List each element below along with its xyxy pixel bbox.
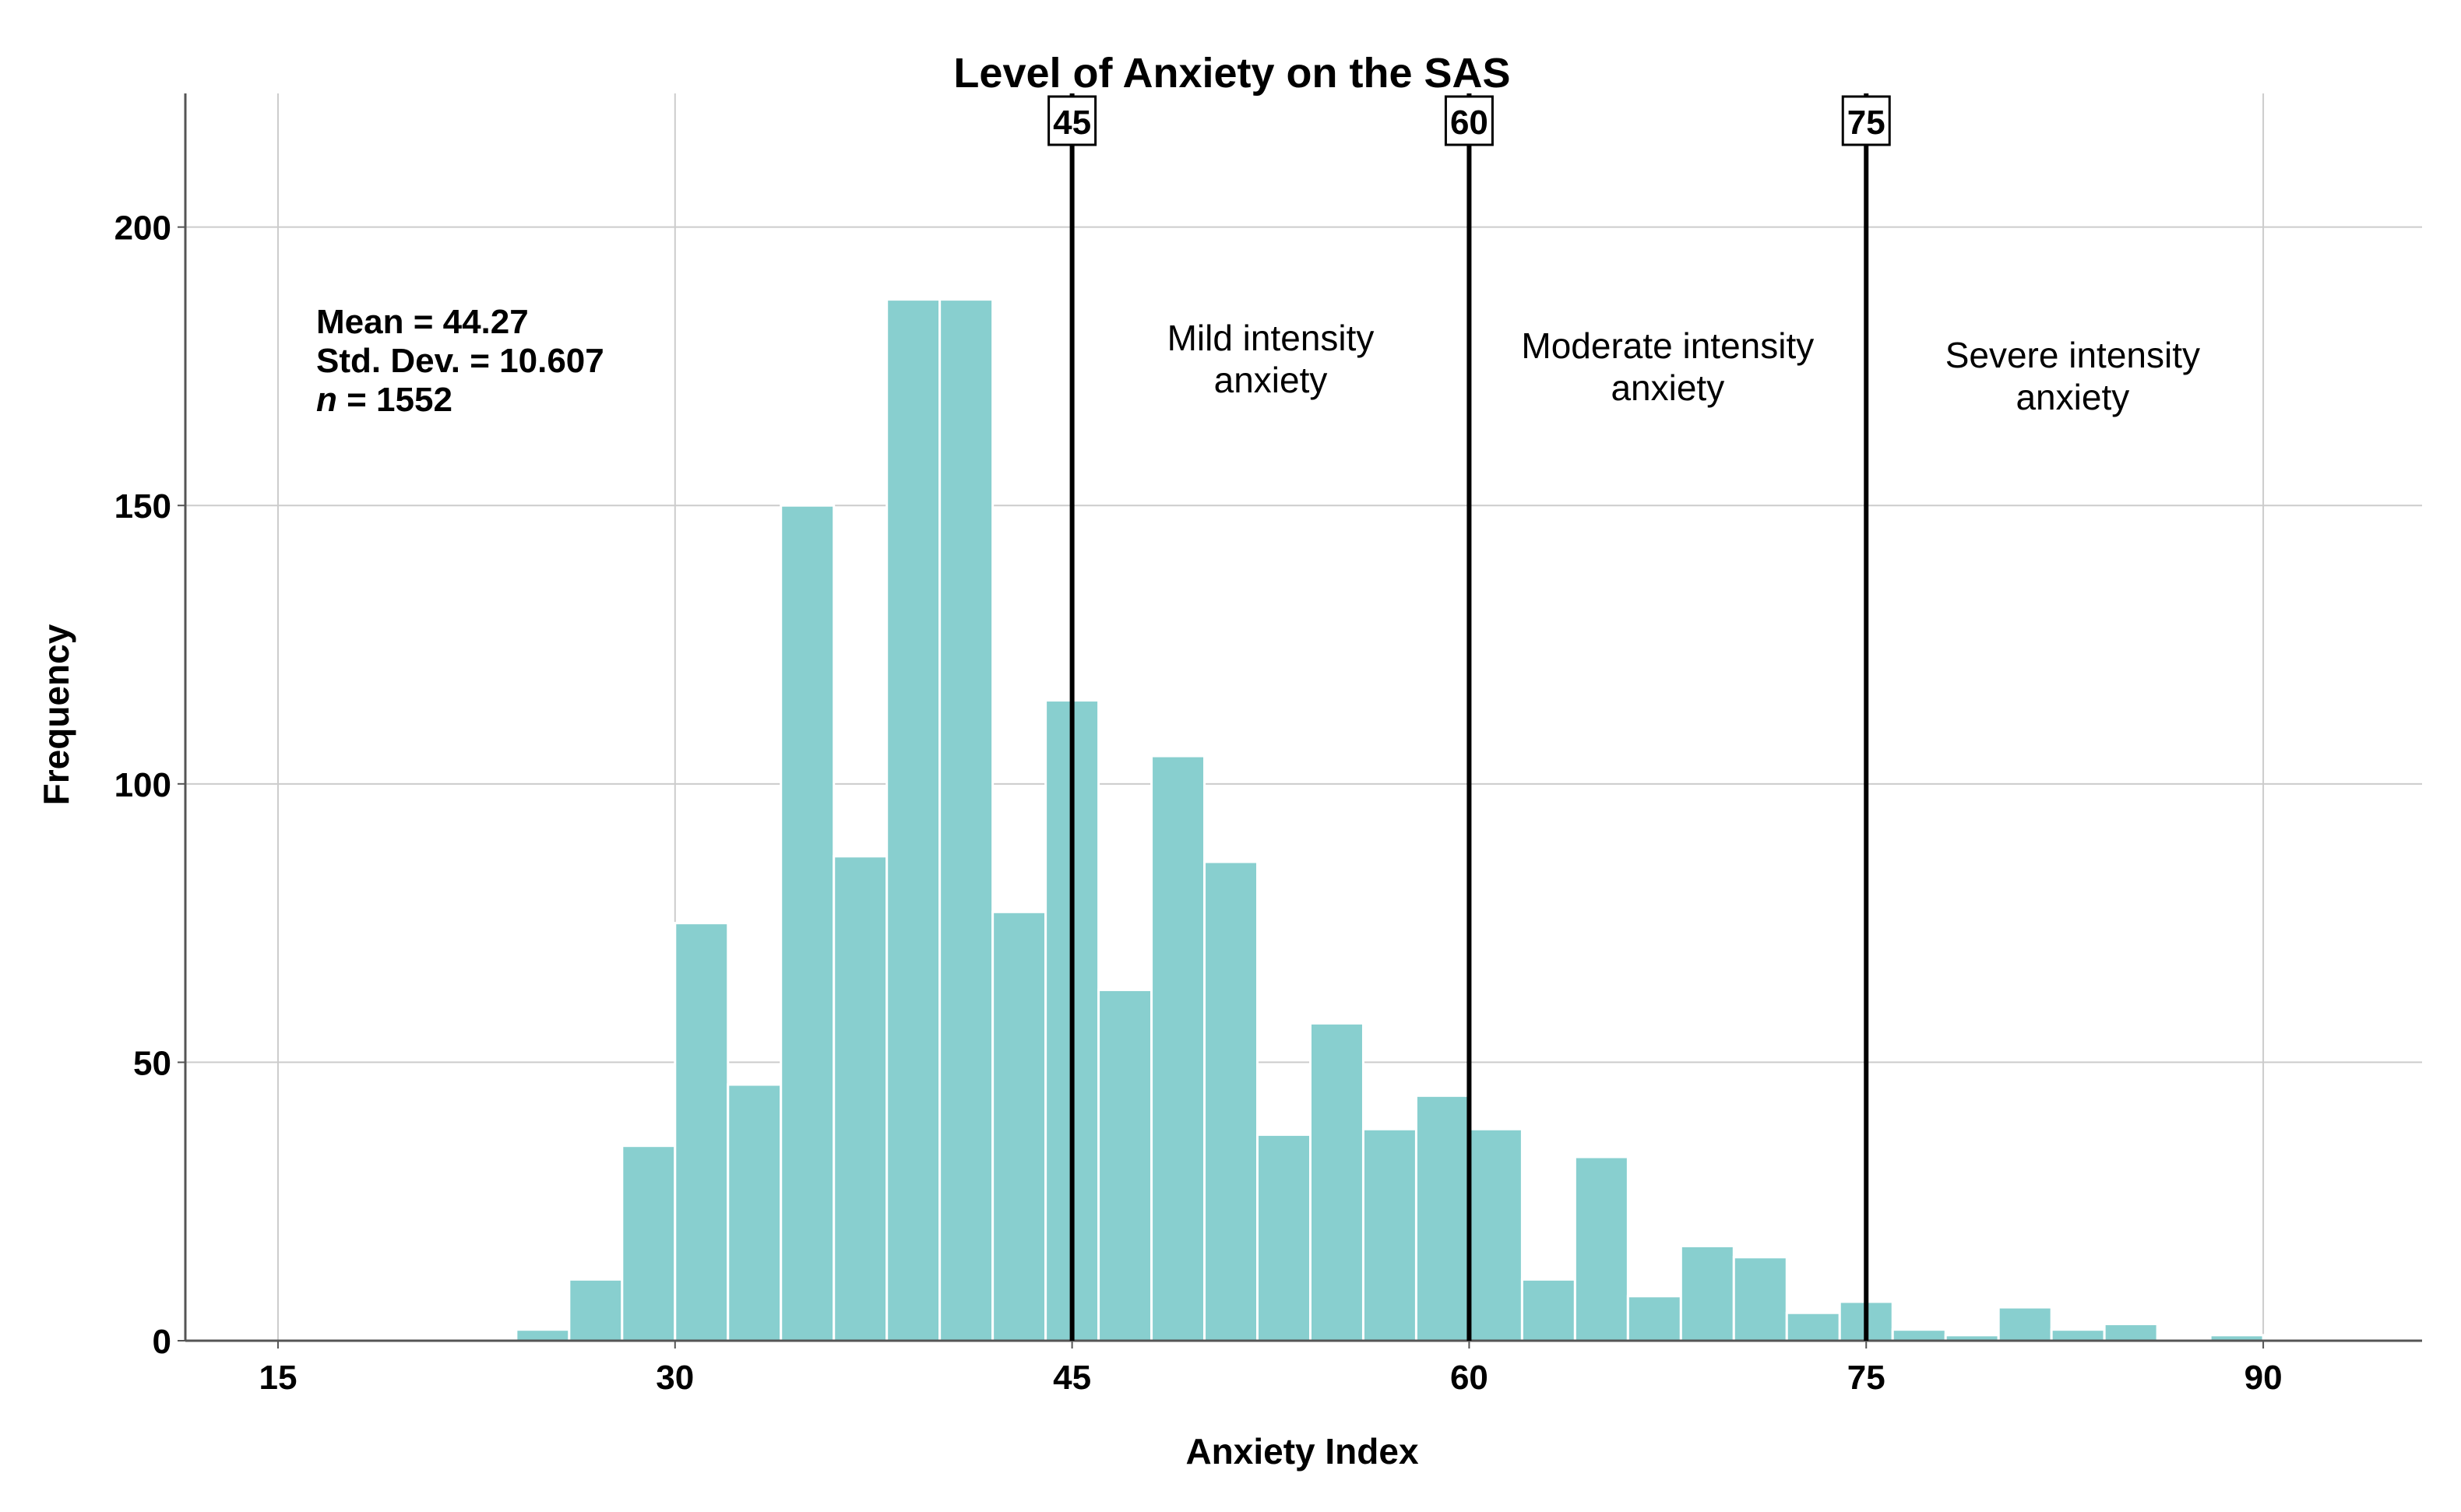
x-tick-label: 30 bbox=[656, 1359, 694, 1397]
histogram-bar bbox=[938, 298, 995, 1342]
y-tick-label: 50 bbox=[133, 1044, 171, 1082]
histogram-bar bbox=[1097, 988, 1153, 1342]
histogram-bar bbox=[1785, 1311, 1841, 1342]
histogram-bar bbox=[1308, 1021, 1364, 1342]
y-tick-label: 200 bbox=[114, 209, 171, 248]
zone-label-line2: anxiety bbox=[2016, 377, 2129, 417]
y-tick-label: 0 bbox=[153, 1323, 171, 1361]
zone-label-line2: anxiety bbox=[1214, 360, 1328, 400]
reference-label-box bbox=[1841, 95, 1891, 146]
x-axis-label: Anxiety Index bbox=[1185, 1431, 1419, 1472]
y-tick-label: 100 bbox=[114, 766, 171, 804]
stat-sd: Std. Dev. = 10.607 bbox=[316, 342, 604, 380]
stat-mean: Mean = 44.27 bbox=[316, 303, 529, 341]
zone-label-line1: Mild intensity bbox=[1167, 318, 1375, 358]
reference-label-box bbox=[1444, 95, 1494, 146]
histogram-bar bbox=[1679, 1244, 1735, 1342]
histogram-bar bbox=[1414, 1094, 1470, 1342]
tick-labels: 15 30 45 60 75 90 0 50 100 150 200 bbox=[114, 209, 2283, 1397]
histogram-bar bbox=[1626, 1295, 1682, 1342]
histogram-bar bbox=[991, 910, 1047, 1342]
histogram-bar bbox=[1997, 1306, 2053, 1342]
histogram-bar bbox=[515, 1328, 571, 1342]
zone-label-line1: Severe intensity bbox=[1945, 335, 2200, 375]
histogram-bar bbox=[1573, 1155, 1629, 1342]
histogram-bar bbox=[1520, 1278, 1576, 1342]
histogram-bar bbox=[833, 855, 889, 1342]
reference-label-box bbox=[1047, 95, 1097, 146]
stat-n-symbol: n bbox=[316, 381, 337, 419]
reference-label: 60 bbox=[1450, 104, 1488, 142]
histogram-bar bbox=[674, 922, 730, 1342]
histogram-bar bbox=[2050, 1328, 2106, 1342]
reference-label: 45 bbox=[1053, 104, 1091, 142]
reference-label: 75 bbox=[1847, 104, 1885, 142]
histogram-bar bbox=[780, 504, 836, 1342]
y-tick-label: 150 bbox=[114, 487, 171, 526]
histogram-bar bbox=[1467, 1127, 1523, 1342]
histogram-bar bbox=[568, 1278, 624, 1342]
histogram-bar bbox=[1361, 1127, 1417, 1342]
histogram-bar bbox=[885, 298, 942, 1342]
histogram-bar bbox=[1150, 754, 1206, 1342]
y-axis-label: Frequency bbox=[36, 624, 76, 805]
stat-n-value: = 1552 bbox=[337, 381, 452, 419]
histogram-bar bbox=[727, 1083, 783, 1342]
x-tick-label: 60 bbox=[1450, 1359, 1488, 1397]
histogram-bar bbox=[1732, 1256, 1788, 1342]
zone-label-line2: anxiety bbox=[1611, 367, 1724, 408]
reference-lines: 45 60 75 bbox=[1047, 93, 1891, 1341]
x-tick-label: 90 bbox=[2244, 1359, 2283, 1397]
histogram-bar bbox=[621, 1145, 677, 1342]
zone-label-line1: Moderate intensity bbox=[1521, 325, 1814, 366]
chart-title: Level of Anxiety on the SAS bbox=[953, 50, 1510, 97]
x-tick-label: 45 bbox=[1053, 1359, 1091, 1397]
histogram-bar bbox=[2103, 1323, 2159, 1342]
histogram-bars bbox=[515, 298, 2265, 1342]
axes bbox=[184, 93, 2422, 1342]
stat-n: n = 1552 bbox=[316, 381, 452, 419]
summary-statistics: Mean = 44.27 Std. Dev. = 10.607 n = 1552 bbox=[316, 303, 604, 419]
histogram-bar bbox=[1256, 1133, 1311, 1342]
x-tick-label: 75 bbox=[1847, 1359, 1885, 1397]
histogram-bar bbox=[1891, 1328, 1947, 1342]
histogram-bar bbox=[1203, 860, 1259, 1342]
x-tick-label: 15 bbox=[259, 1359, 297, 1397]
